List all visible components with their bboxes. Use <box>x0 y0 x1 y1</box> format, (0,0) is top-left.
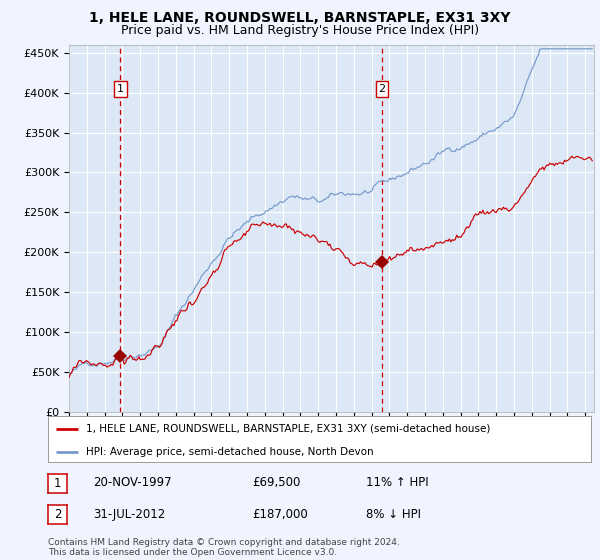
Text: HPI: Average price, semi-detached house, North Devon: HPI: Average price, semi-detached house,… <box>86 447 374 457</box>
Text: 1: 1 <box>54 477 61 490</box>
Text: Price paid vs. HM Land Registry's House Price Index (HPI): Price paid vs. HM Land Registry's House … <box>121 24 479 36</box>
Text: 2: 2 <box>379 84 385 94</box>
Text: 11% ↑ HPI: 11% ↑ HPI <box>366 476 428 489</box>
Text: 31-JUL-2012: 31-JUL-2012 <box>93 507 165 521</box>
Text: 2: 2 <box>54 508 61 521</box>
Text: £69,500: £69,500 <box>252 476 301 489</box>
Text: 1: 1 <box>117 84 124 94</box>
Text: 8% ↓ HPI: 8% ↓ HPI <box>366 507 421 521</box>
Text: 1, HELE LANE, ROUNDSWELL, BARNSTAPLE, EX31 3XY (semi-detached house): 1, HELE LANE, ROUNDSWELL, BARNSTAPLE, EX… <box>86 424 490 434</box>
Text: 1, HELE LANE, ROUNDSWELL, BARNSTAPLE, EX31 3XY: 1, HELE LANE, ROUNDSWELL, BARNSTAPLE, EX… <box>89 11 511 25</box>
Text: £187,000: £187,000 <box>252 507 308 521</box>
Text: Contains HM Land Registry data © Crown copyright and database right 2024.
This d: Contains HM Land Registry data © Crown c… <box>48 538 400 557</box>
Text: 20-NOV-1997: 20-NOV-1997 <box>93 476 172 489</box>
